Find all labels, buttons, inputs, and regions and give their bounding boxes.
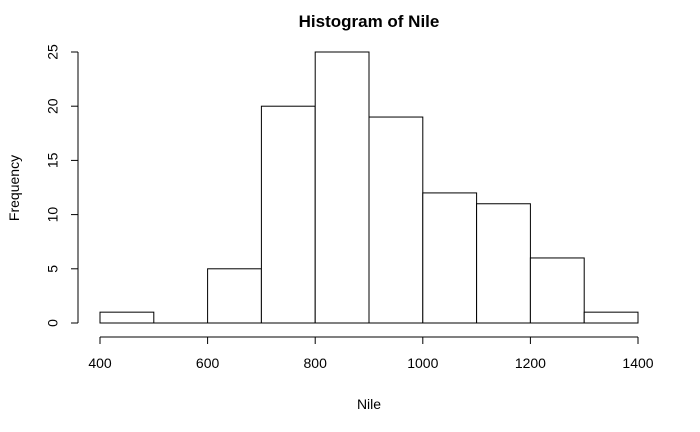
histogram-bar-1200-1300 [529, 257, 585, 324]
x-tick-label: 1200 [515, 355, 546, 371]
y-tick-label: 25 [45, 44, 61, 60]
x-tick-label: 1000 [407, 355, 438, 371]
x-tick-label: 400 [88, 355, 112, 371]
y-axis: 0 5 10 15 20 25 [45, 44, 79, 327]
x-tick-label: 800 [304, 355, 328, 371]
y-tick-label: 20 [45, 98, 61, 114]
histogram-bar-1000-1100 [422, 192, 478, 324]
x-tick-label: 600 [196, 355, 220, 371]
y-tick-label: 0 [45, 319, 61, 327]
histogram-bar-1100-1200 [476, 203, 531, 324]
histogram-bar-700-800 [260, 105, 316, 324]
x-axis-label: Nile [357, 396, 381, 412]
histogram-bar-800-900 [314, 51, 370, 324]
histogram-bar-900-1000 [368, 116, 424, 324]
y-axis-label: Frequency [6, 155, 22, 221]
y-tick-label: 15 [45, 152, 61, 168]
x-axis: 400 600 800 1000 1200 1400 [88, 336, 654, 371]
y-tick-label: 10 [45, 207, 61, 223]
chart-title: Histogram of Nile [299, 12, 440, 31]
histogram-bar-600-700 [207, 268, 262, 324]
bars-group [99, 51, 639, 324]
histogram-bar-400-500 [99, 311, 155, 324]
x-tick-label: 1400 [622, 355, 653, 371]
histogram-bar-1300-1400 [583, 311, 639, 324]
y-tick-label: 5 [45, 265, 61, 273]
